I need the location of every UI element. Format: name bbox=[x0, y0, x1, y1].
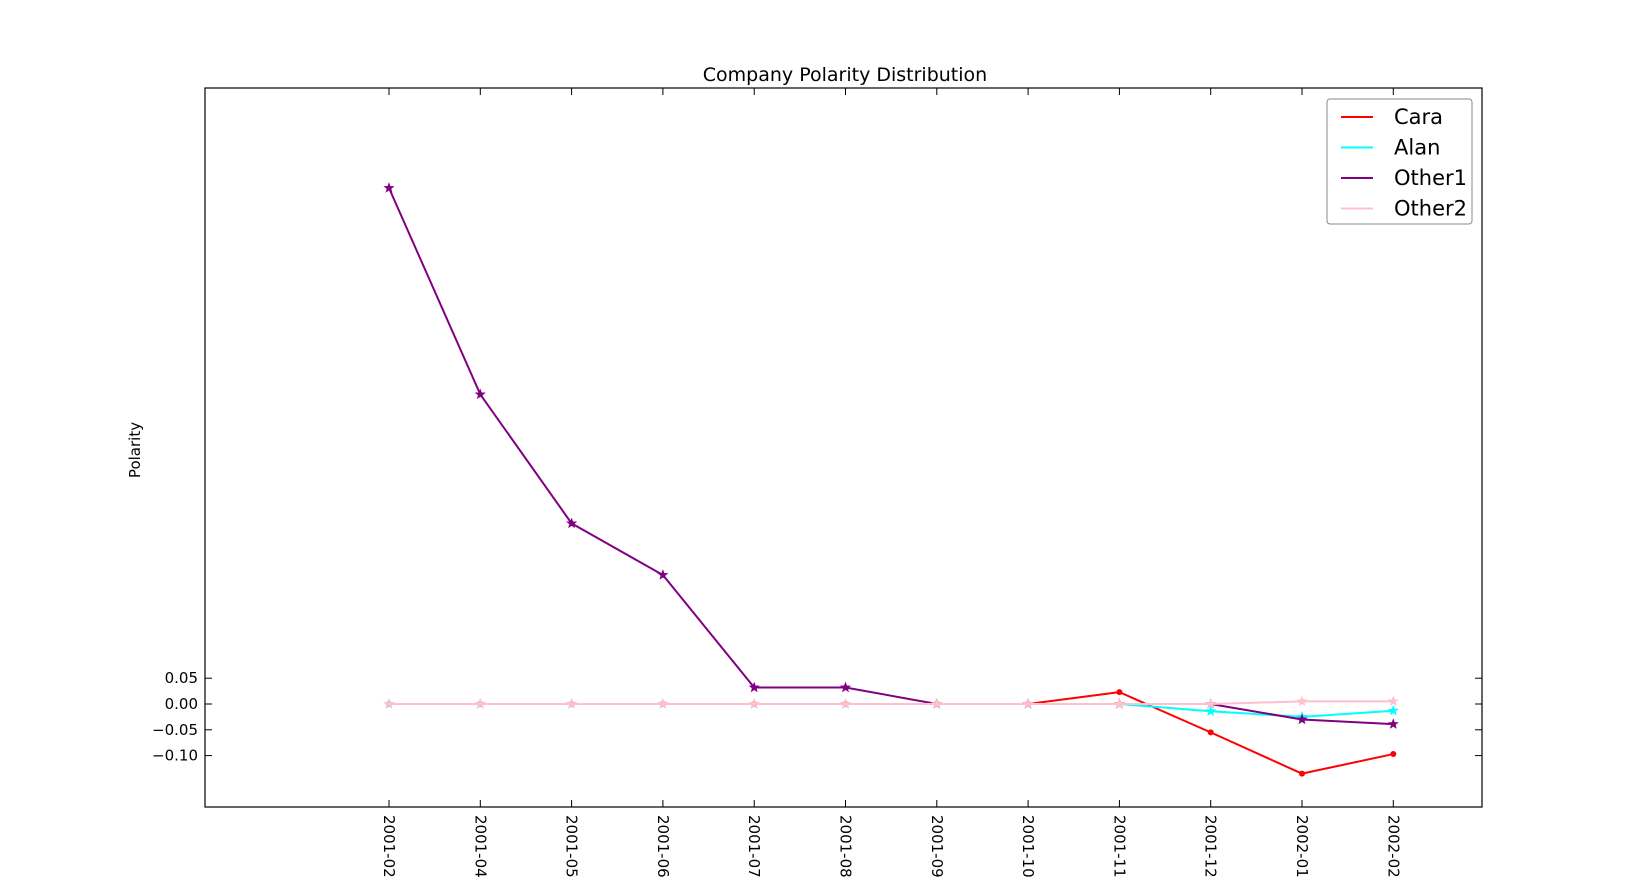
data-point bbox=[1390, 751, 1397, 758]
x-tick-label: 2001-08 bbox=[837, 815, 855, 878]
y-tick-label: −0.05 bbox=[152, 721, 198, 739]
data-point bbox=[1022, 698, 1034, 709]
data-point bbox=[748, 681, 760, 693]
data-point bbox=[657, 569, 669, 580]
data-point bbox=[1116, 689, 1123, 696]
x-tick-label: 2001-11 bbox=[1110, 815, 1128, 878]
data-point bbox=[566, 698, 578, 709]
x-tick-label: 2001-12 bbox=[1202, 815, 1220, 878]
data-point bbox=[1387, 718, 1399, 729]
data-point bbox=[748, 698, 760, 709]
y-axis-label: Polarity bbox=[126, 422, 144, 478]
series-line bbox=[389, 703, 1394, 718]
series-other1 bbox=[383, 182, 1399, 729]
data-point bbox=[1387, 695, 1399, 707]
plot-area bbox=[383, 182, 1399, 777]
x-tick-label: 2001-06 bbox=[654, 815, 672, 878]
data-point bbox=[1113, 698, 1125, 709]
x-tick-label: 2001-05 bbox=[563, 815, 581, 878]
data-point bbox=[839, 681, 852, 693]
legend-label: Alan bbox=[1394, 136, 1440, 160]
data-point bbox=[657, 698, 669, 709]
x-tick-label: 2001-09 bbox=[928, 815, 946, 878]
y-tick-label: 0.00 bbox=[165, 695, 198, 713]
x-tick-label: 2001-02 bbox=[380, 815, 398, 878]
x-tick-label: 2001-07 bbox=[745, 815, 763, 878]
legend-label: Other2 bbox=[1394, 197, 1467, 221]
data-point bbox=[1207, 729, 1214, 736]
y-axis: 0.05 0.00 −0.05 −0.10 bbox=[152, 669, 1482, 765]
plot-frame bbox=[204, 87, 1483, 808]
series-line bbox=[388, 187, 1394, 726]
data-point bbox=[1296, 713, 1308, 725]
x-tick-label: 2001-04 bbox=[471, 815, 489, 878]
data-point bbox=[566, 517, 578, 529]
data-point bbox=[839, 698, 852, 709]
legend-label: Cara bbox=[1394, 105, 1443, 129]
legend-label: Other1 bbox=[1394, 166, 1467, 190]
data-point bbox=[1387, 704, 1399, 716]
x-tick-label: 2002-01 bbox=[1293, 815, 1311, 878]
y-tick-label: 0.05 bbox=[165, 669, 198, 687]
legend-box bbox=[1326, 98, 1473, 225]
x-tick-label: 2002-02 bbox=[1384, 815, 1402, 878]
y-tick-label: −0.10 bbox=[152, 747, 198, 765]
legend-item-other2: Other2 bbox=[1341, 197, 1467, 221]
data-point bbox=[383, 698, 395, 709]
x-tick-label: 2001-10 bbox=[1019, 815, 1037, 878]
data-point bbox=[1205, 698, 1217, 709]
series-other2 bbox=[383, 695, 1399, 709]
legend: Cara Alan Other1 Other2 bbox=[1326, 98, 1473, 225]
data-point bbox=[931, 698, 943, 709]
legend-item-alan: Alan bbox=[1341, 136, 1440, 160]
data-point bbox=[1296, 695, 1308, 707]
legend-item-cara: Cara bbox=[1341, 105, 1443, 129]
data-point bbox=[1299, 770, 1305, 777]
x-axis: 2001-02 2001-04 2001-05 2001-06 2001-07 2001-… bbox=[380, 88, 1402, 878]
data-point bbox=[383, 182, 395, 193]
data-point bbox=[1205, 705, 1217, 716]
data-point bbox=[474, 698, 486, 709]
legend-item-other1: Other1 bbox=[1341, 166, 1467, 190]
chart-title: Company Polarity Distribution bbox=[703, 64, 987, 86]
data-point bbox=[474, 388, 486, 400]
series-line bbox=[389, 700, 1394, 705]
